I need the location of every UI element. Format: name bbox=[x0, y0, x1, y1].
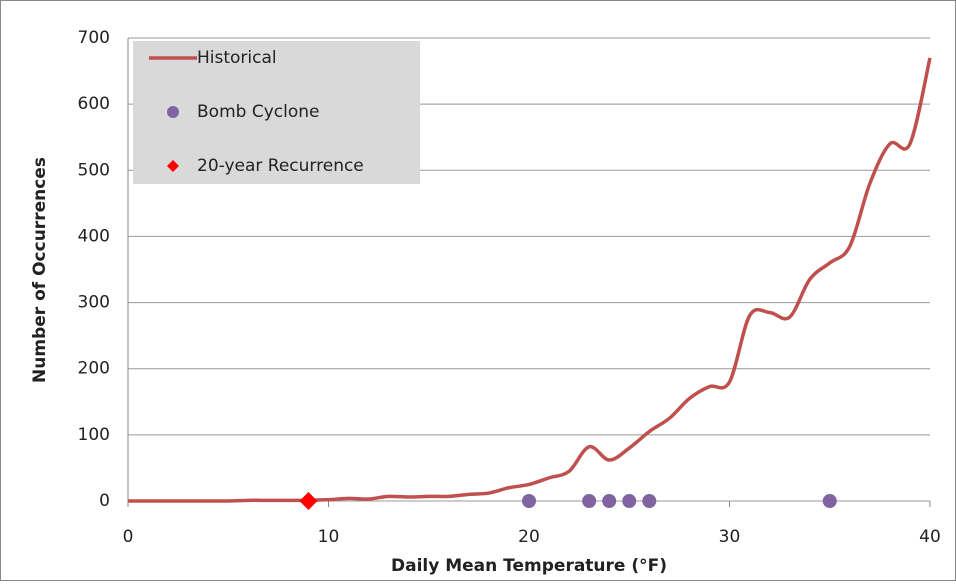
y-tick-label: 500 bbox=[78, 160, 110, 180]
x-tick-label: 30 bbox=[719, 527, 741, 547]
line-series bbox=[127, 57, 932, 503]
legend-label: Historical bbox=[197, 48, 277, 68]
legend-box bbox=[133, 41, 420, 184]
y-tick-label: 400 bbox=[78, 226, 110, 246]
legend-swatch bbox=[167, 160, 179, 172]
legend-label: 20-year Recurrence bbox=[197, 156, 364, 176]
y-tick-label: 0 bbox=[99, 491, 110, 511]
y-axis-title: Number of Occurrences bbox=[30, 157, 50, 383]
x-tick-label: 0 bbox=[123, 527, 134, 547]
x-tick-label: 40 bbox=[919, 527, 941, 547]
x-axis-title: Daily Mean Temperature (°F) bbox=[391, 556, 667, 576]
data-point bbox=[582, 494, 597, 508]
data-point bbox=[622, 494, 637, 508]
data-point bbox=[642, 494, 657, 508]
y-tick-label: 700 bbox=[78, 28, 110, 48]
y-tick-label: 300 bbox=[78, 293, 110, 313]
data-point bbox=[602, 494, 617, 508]
legend-label: Bomb Cyclone bbox=[197, 102, 319, 122]
data-point bbox=[522, 494, 536, 508]
x-tick-label: 20 bbox=[518, 527, 540, 547]
y-tick-label: 600 bbox=[78, 94, 110, 114]
y-tick-label: 100 bbox=[78, 425, 110, 445]
data-point bbox=[822, 494, 837, 508]
x-tick-label: 10 bbox=[318, 527, 340, 547]
data-point bbox=[299, 492, 318, 510]
legend-swatch bbox=[167, 106, 179, 118]
y-tick-label: 200 bbox=[78, 359, 110, 379]
